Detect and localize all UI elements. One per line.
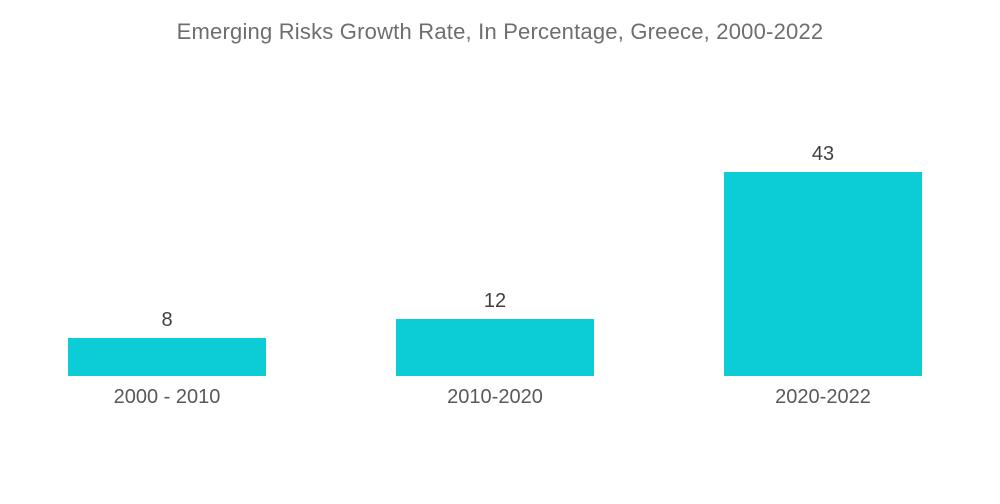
bar-value-label: 8	[161, 309, 173, 331]
chart-title: Emerging Risks Growth Rate, In Percentag…	[176, 19, 824, 44]
bar-value-label: 43	[811, 143, 835, 165]
bar-category-label: 2020-2022	[775, 386, 871, 408]
bar-category-label: 2010-2020	[447, 386, 543, 408]
bar	[396, 319, 594, 376]
bar-group: 43 2020-2022	[724, 143, 922, 408]
bar-chart-plot-area: 8 2000 - 2010 12 2010-2020 43 2020-2022	[68, 0, 922, 408]
bar	[68, 338, 266, 376]
bar-group: 12 2010-2020	[396, 290, 594, 408]
bar	[724, 172, 922, 376]
bar-value-label: 12	[483, 290, 507, 312]
bar-group: 8 2000 - 2010	[68, 309, 266, 408]
bar-category-label: 2000 - 2010	[113, 386, 221, 408]
